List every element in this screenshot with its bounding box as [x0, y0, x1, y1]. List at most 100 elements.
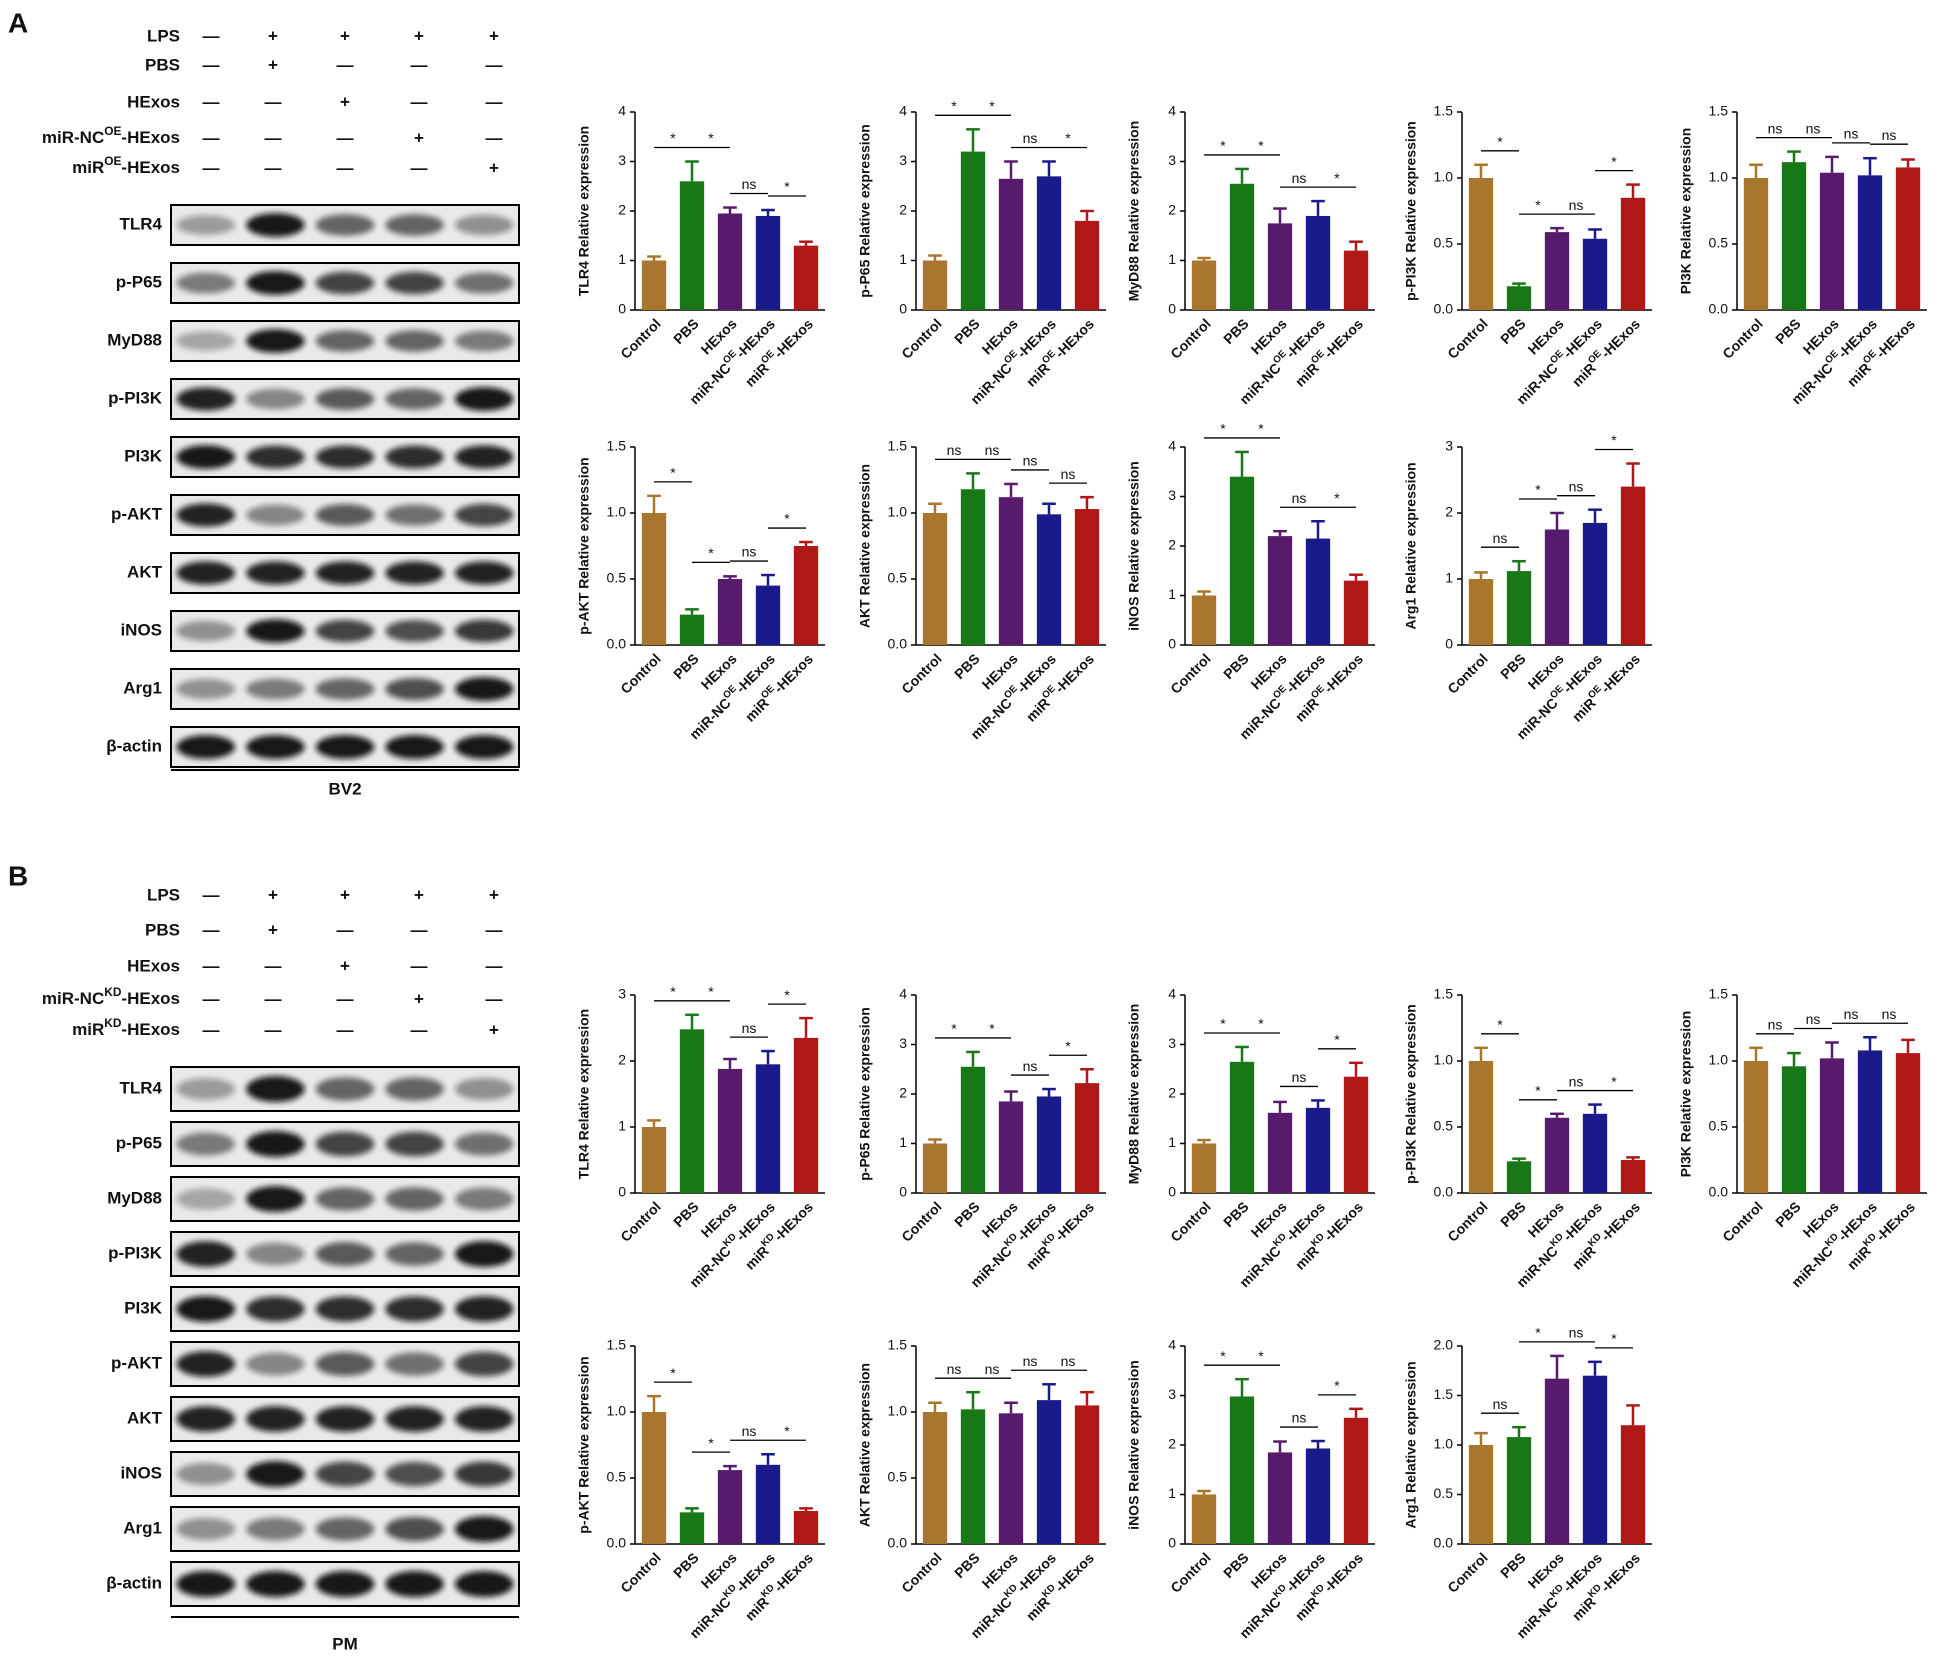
- label-part: -HExos: [1320, 650, 1366, 696]
- y-tick-label: 0: [618, 301, 626, 317]
- blot-band: [246, 388, 305, 410]
- blot-band: [315, 1406, 375, 1432]
- blot-band: [385, 1352, 444, 1376]
- bar: [922, 1412, 948, 1544]
- blot-band: [454, 214, 514, 236]
- bar: [1191, 260, 1217, 310]
- bar: [1620, 197, 1646, 310]
- y-tick-label: 1: [899, 1134, 907, 1150]
- sig-label: *: [1258, 138, 1264, 154]
- blot-band: [176, 1241, 236, 1267]
- y-tick-label: 0.5: [888, 570, 908, 586]
- treatment-mark: —: [203, 885, 220, 904]
- bar: [1506, 1437, 1532, 1544]
- bar: [1036, 514, 1062, 645]
- y-tick-label: 2: [618, 1052, 626, 1068]
- blot-label: MyD88: [107, 1188, 162, 1207]
- blot-band: [315, 445, 375, 469]
- y-tick-label: 1: [618, 1118, 626, 1134]
- blot-band: [385, 1516, 444, 1542]
- x-tick-label: PBS: [951, 315, 983, 347]
- sig-label: *: [670, 1365, 676, 1381]
- sig-label: ns: [1023, 130, 1038, 146]
- sig-label: ns: [742, 1020, 757, 1036]
- blot-band: [454, 619, 514, 643]
- y-tick-label: 0: [1445, 636, 1453, 652]
- bar: [960, 1066, 986, 1193]
- treatment-mark: —: [486, 92, 503, 111]
- y-tick-label: 2: [1445, 504, 1453, 520]
- y-tick-label: 1: [1168, 586, 1176, 602]
- treatment-mark: —: [203, 128, 220, 147]
- bar: [1506, 286, 1532, 310]
- blot-label: p-P65: [116, 1133, 162, 1152]
- y-tick-label: 1.0: [888, 1403, 908, 1419]
- y-tick-label: 1.0: [1434, 1052, 1454, 1068]
- x-tick-label: PBS: [1497, 1549, 1529, 1581]
- y-axis-label: p-PI3K Relative expression: [1403, 1004, 1419, 1184]
- bar: [1267, 1112, 1293, 1193]
- sig-label: ns: [742, 176, 757, 192]
- label-part: miR-NC: [42, 128, 104, 147]
- blot-label: iNOS: [120, 620, 162, 639]
- x-tick-label: Control: [617, 1198, 664, 1245]
- y-tick-label: 4: [899, 986, 907, 1002]
- label-part: -HExos: [1597, 650, 1643, 696]
- sig-label: ns: [1844, 1006, 1859, 1022]
- x-tick-label: PBS: [1220, 315, 1252, 347]
- bar: [1895, 167, 1921, 310]
- treatment-mark: +: [489, 1020, 499, 1039]
- y-axis-label: p-AKT Relative expression: [576, 1356, 592, 1533]
- y-axis-label: Arg1 Relative expression: [1403, 1361, 1419, 1528]
- blot-band: [246, 1406, 305, 1432]
- treatment-mark: —: [203, 956, 220, 975]
- label-part: miR-NC: [1513, 1243, 1561, 1291]
- treatment-label: miRKD-HExos: [72, 1016, 180, 1039]
- y-tick-label: 0: [899, 301, 907, 317]
- bar: [793, 1511, 819, 1544]
- treatment-mark: —: [411, 158, 428, 177]
- sig-label: ns: [1882, 127, 1897, 143]
- label-part: KD: [104, 985, 122, 999]
- y-tick-label: 2: [1168, 1436, 1176, 1452]
- x-tick-label: PBS: [670, 650, 702, 682]
- treatment-mark: —: [337, 55, 354, 74]
- y-tick-label: 0.5: [1434, 235, 1454, 251]
- y-tick-label: 2: [1168, 202, 1176, 218]
- treatment-mark: —: [411, 55, 428, 74]
- bar: [641, 260, 667, 310]
- label-part: -HExos: [1872, 1198, 1918, 1244]
- blot-band: [246, 1460, 305, 1488]
- label-part: miR-NC: [686, 695, 734, 743]
- blot-band: [176, 331, 236, 351]
- label-part: -HExos: [770, 650, 816, 696]
- blot-label: TLR4: [120, 1078, 163, 1097]
- blot-band: [246, 1517, 305, 1541]
- sig-label: *: [989, 98, 995, 114]
- x-tick-label: Control: [617, 1549, 664, 1596]
- sig-label: ns: [947, 442, 962, 458]
- bar: [1074, 220, 1100, 310]
- label-part: -HExos: [121, 989, 180, 1008]
- treatment-mark: —: [265, 989, 282, 1008]
- label-part: -HExos: [770, 1549, 816, 1595]
- blot-band: [246, 1296, 305, 1322]
- bar: [1781, 1066, 1807, 1193]
- label-part: -HExos: [1597, 1198, 1643, 1244]
- blot-band: [246, 678, 305, 700]
- x-tick-label: Control: [898, 650, 945, 697]
- y-tick-label: 0.5: [1709, 1118, 1729, 1134]
- sig-label: ns: [985, 1361, 1000, 1377]
- label-part: -HExos: [1320, 1549, 1366, 1595]
- treatment-mark: —: [265, 158, 282, 177]
- bar: [1343, 1076, 1369, 1193]
- blot-label: p-AKT: [111, 1353, 163, 1372]
- treatment-mark: +: [340, 26, 350, 45]
- blot-band: [246, 1570, 305, 1598]
- y-tick-label: 1.0: [1434, 1436, 1454, 1452]
- sig-label: ns: [1292, 490, 1307, 506]
- blot-band: [176, 1351, 236, 1377]
- sig-label: *: [1258, 1016, 1264, 1032]
- sig-label: ns: [1569, 1073, 1584, 1089]
